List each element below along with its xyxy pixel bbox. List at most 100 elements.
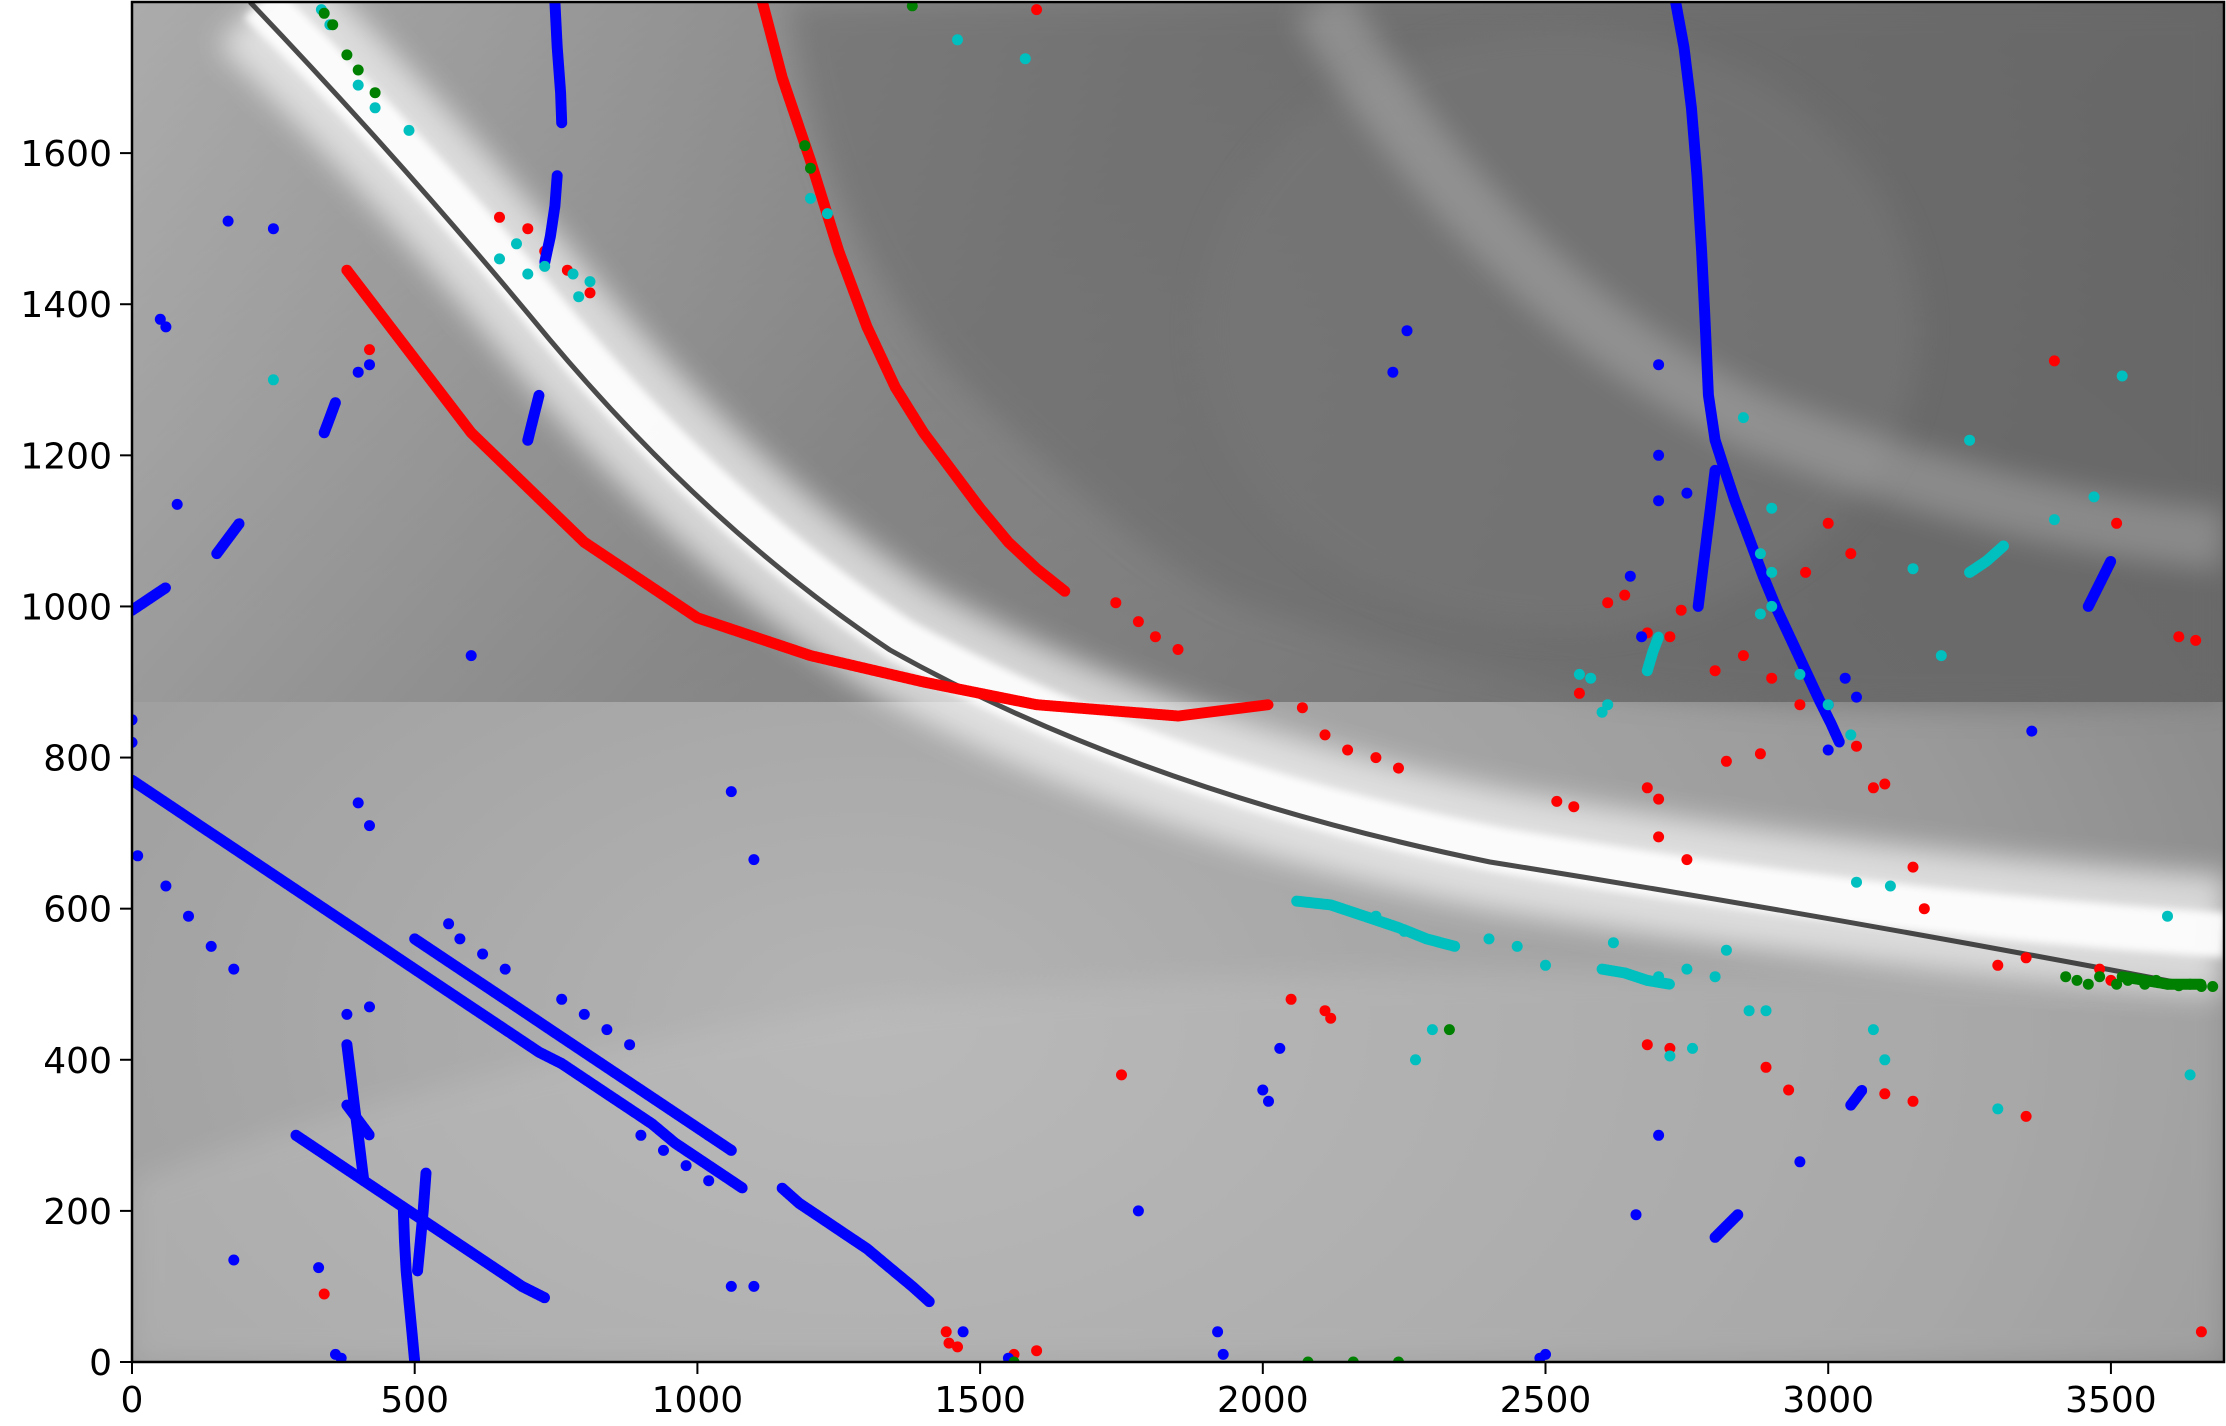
series-1-trace-line-14 <box>211 518 245 559</box>
series-0-point-1 <box>1132 616 1144 628</box>
series-0-point-40 <box>1760 1061 1772 1073</box>
series-2-point-3 <box>369 102 381 114</box>
series-2-point-30 <box>1664 1050 1676 1062</box>
series-2-point-13 <box>805 192 816 204</box>
x-tick-label: 500 <box>380 1380 449 1421</box>
series-2-point-22 <box>1511 940 1523 952</box>
series-2-trace-line-2 <box>1964 541 2009 578</box>
series-1-trace-line-17 <box>1845 1085 1868 1111</box>
series-0-point-30 <box>1867 782 1879 794</box>
series-2-point-45 <box>1935 650 1947 662</box>
series-3-point-12 <box>1443 1024 1455 1036</box>
series-1-trace-line-1 <box>539 170 563 268</box>
y-axis: 0 200 400 600 800 1000 1200 1400 1600 <box>20 134 132 1384</box>
series-1-point-2 <box>222 215 234 227</box>
series-0-point-13 <box>1653 831 1665 843</box>
series-1-point-53 <box>477 948 489 960</box>
series-1-trace-line-10 <box>412 1168 431 1277</box>
series-0-point-10 <box>1568 801 1580 813</box>
series-2-point-19 <box>1410 1054 1421 1066</box>
series-2-point-49 <box>2088 491 2100 503</box>
series-1-trace-line-18 <box>2083 556 2116 612</box>
series-2-point-25 <box>1585 672 1597 684</box>
series-2-point-17 <box>1370 910 1382 922</box>
series-1-point-0 <box>154 313 166 325</box>
series-1-point-14 <box>1653 359 1665 371</box>
series-1-point-54 <box>499 963 511 975</box>
series-1-point-21 <box>1839 672 1851 684</box>
series-0-point-42 <box>1879 1088 1891 1100</box>
series-2-point-44 <box>1907 563 1919 575</box>
series-1-point-6 <box>132 714 138 726</box>
series-3-point-20 <box>2150 974 2162 986</box>
series-1-trace-line-13 <box>522 389 545 446</box>
series-1-trace-line-12 <box>319 397 341 438</box>
series-1-point-61 <box>680 1160 692 1172</box>
y-tick-label: 1400 <box>20 285 112 326</box>
series-1-point-36 <box>1630 1209 1642 1221</box>
series-1-point-5 <box>364 359 375 371</box>
series-0-point-14 <box>1681 854 1693 866</box>
series-0-point-26 <box>1845 548 1857 560</box>
series-2-point-41 <box>1867 1024 1879 1036</box>
series-2-point-52 <box>2184 1069 2196 1081</box>
series-0-point-6 <box>1342 744 1354 756</box>
series-3-point-21 <box>2162 978 2173 990</box>
series-1-point-55 <box>556 993 568 1005</box>
series-1-point-51 <box>443 918 455 930</box>
x-axis: 0 500 1000 1500 2000 2500 3000 3500 <box>121 1362 2157 1421</box>
series-0-point-57 <box>1031 4 1043 16</box>
series-2-point-55 <box>1754 548 1766 560</box>
series-3-point-24 <box>2195 981 2207 992</box>
series-2-point-58 <box>1754 608 1766 620</box>
x-tick-label: 2000 <box>1217 1380 1309 1421</box>
series-1-trace-line-3 <box>1693 465 1721 612</box>
series-1-point-32 <box>957 1326 969 1338</box>
series-1-point-4 <box>352 366 364 378</box>
series-0-point-29 <box>1851 740 1862 752</box>
series-1-point-44 <box>132 850 144 862</box>
series-2-point-18 <box>1398 925 1410 937</box>
series-0-point-60 <box>1319 1005 1331 1017</box>
series-1-point-3 <box>267 223 279 235</box>
series-1-point-59 <box>635 1129 647 1141</box>
series-0-point-43 <box>1907 1095 1919 1107</box>
series-2-point-24 <box>1573 668 1585 680</box>
series-2-point-21 <box>1483 933 1495 945</box>
series-0-point-11 <box>1641 782 1653 794</box>
series-2-point-14 <box>821 208 833 220</box>
series-0-trace-line-0 <box>341 265 1274 721</box>
series-1-point-13 <box>1401 325 1413 337</box>
series-3-point-15 <box>2082 978 2094 990</box>
series-0-point-35 <box>1918 903 1930 915</box>
y-tick-label: 200 <box>43 1192 112 1233</box>
series-0-point-49 <box>2195 1326 2207 1338</box>
series-0-point-59 <box>1285 993 1297 1005</box>
series-2-point-11 <box>584 276 596 288</box>
series-1-point-48 <box>228 963 240 975</box>
series-1-point-16 <box>1624 570 1636 582</box>
series-0-point-32 <box>1754 748 1766 760</box>
series-0-point-56 <box>1031 1345 1043 1357</box>
series-0-point-50 <box>2094 963 2106 975</box>
series-1-point-60 <box>658 1144 669 1156</box>
series-1-point-64 <box>725 1144 737 1156</box>
series-0-point-34 <box>1907 861 1919 873</box>
series-3-point-19 <box>2139 978 2151 990</box>
y-tick-label: 0 <box>89 1343 112 1384</box>
series-2-point-27 <box>1602 699 1614 711</box>
series-0-point-58 <box>1116 1069 1127 1081</box>
series-3-point-9 <box>1347 1356 1359 1362</box>
series-2-point-10 <box>573 291 585 303</box>
series-2-point-5 <box>494 253 505 265</box>
series-3-point-16 <box>2094 971 2106 983</box>
series-1-point-17 <box>1636 631 1648 643</box>
series-1-point-19 <box>1681 487 1693 499</box>
series-2-point-54 <box>1766 502 1778 514</box>
series-0-point-0 <box>1110 597 1122 609</box>
series-1-point-38 <box>228 1254 240 1266</box>
series-1-point-29 <box>1217 1348 1229 1360</box>
series-3-point-18 <box>2122 974 2134 986</box>
series-0-point-22 <box>1737 650 1749 662</box>
